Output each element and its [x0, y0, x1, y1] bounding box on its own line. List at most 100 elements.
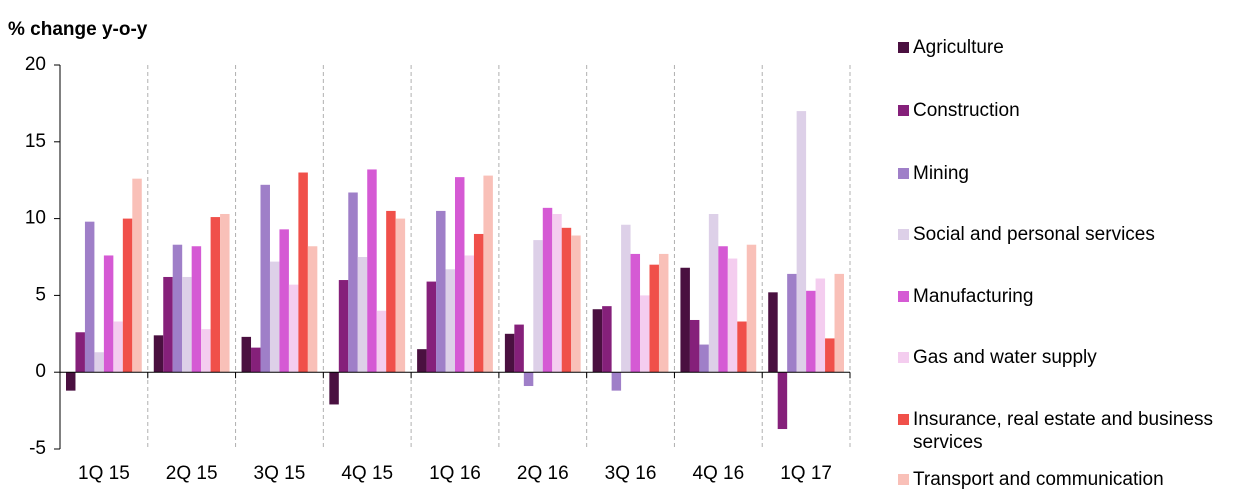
- bar: [552, 213, 562, 373]
- x-tick-label: 1Q 17: [780, 463, 832, 484]
- bar: [825, 338, 835, 373]
- x-tick-label: 1Q 16: [429, 463, 481, 484]
- bar: [75, 332, 85, 373]
- bar: [718, 246, 728, 373]
- bar: [103, 255, 114, 373]
- bar: [514, 324, 524, 373]
- x-tick-label: 2Q 15: [166, 463, 218, 484]
- bar: [395, 218, 406, 373]
- legend-swatch: [898, 291, 909, 302]
- bar: [727, 258, 738, 373]
- legend-item: Insurance, real estate and business serv…: [898, 408, 1213, 454]
- bar: [806, 290, 816, 373]
- bar: [122, 218, 133, 373]
- legend-label: Mining: [913, 163, 969, 184]
- bar: [746, 244, 757, 373]
- y-tick-label: 0: [35, 361, 46, 382]
- x-tick-label: 2Q 16: [517, 463, 569, 484]
- bar: [279, 229, 289, 373]
- bar: [445, 269, 455, 373]
- bar: [611, 372, 622, 391]
- bar: [621, 224, 631, 373]
- bar: [348, 192, 358, 373]
- bar: [426, 281, 437, 373]
- bar: [260, 184, 270, 373]
- legend-label: Insurance, real estate and business serv…: [913, 409, 1213, 453]
- bar: [84, 221, 95, 373]
- bar: [172, 244, 183, 373]
- bar: [649, 264, 659, 373]
- bar: [220, 213, 230, 373]
- bar: [483, 175, 493, 373]
- bar: [658, 253, 669, 373]
- bar: [571, 235, 581, 373]
- bar: [542, 207, 553, 373]
- bar: [455, 177, 465, 373]
- bar: [132, 178, 142, 373]
- bar: [473, 233, 484, 373]
- bar: [630, 253, 641, 373]
- bar: [689, 319, 700, 373]
- legend-label: Construction: [913, 100, 1020, 121]
- bar: [737, 321, 747, 373]
- bar: [796, 111, 807, 373]
- y-tick-label: -5: [29, 438, 46, 459]
- bar: [241, 336, 252, 373]
- legend-swatch: [898, 352, 909, 363]
- bar: [708, 213, 719, 373]
- bar: [787, 273, 797, 373]
- legend-item: Social and personal services: [898, 223, 1213, 246]
- bar: [338, 280, 349, 373]
- legend-label: Manufacturing: [913, 286, 1034, 307]
- legend-label: Gas and water supply: [913, 347, 1097, 368]
- bar: [561, 227, 572, 373]
- legend-label: Social and personal services: [913, 224, 1155, 245]
- bar: [834, 273, 844, 373]
- bar: [307, 246, 318, 373]
- x-tick-label: 3Q 15: [254, 463, 306, 484]
- bar: [699, 344, 709, 373]
- legend-swatch: [898, 168, 909, 179]
- bar: [504, 333, 515, 373]
- bar: [357, 257, 368, 373]
- bar: [768, 292, 778, 373]
- bar: [210, 217, 221, 373]
- bar: [777, 372, 788, 430]
- legend-item: Transport and communication: [898, 468, 1213, 491]
- legend-swatch: [898, 42, 909, 53]
- x-tick-label: 3Q 16: [605, 463, 657, 484]
- x-tick-label: 1Q 15: [78, 463, 130, 484]
- legend-swatch: [898, 229, 909, 240]
- bar: [602, 306, 612, 373]
- y-tick-label: 10: [25, 208, 46, 229]
- bar: [464, 255, 474, 373]
- bar: [113, 321, 123, 373]
- bar: [201, 329, 211, 373]
- bar: [680, 267, 690, 373]
- bar: [66, 372, 76, 391]
- bar: [386, 210, 396, 373]
- legend-item: Manufacturing: [898, 285, 1213, 308]
- y-tick-label: 20: [25, 54, 46, 75]
- bar: [251, 347, 261, 373]
- bar: [640, 295, 650, 373]
- y-tick-label: 15: [25, 131, 46, 152]
- bar: [376, 310, 387, 373]
- legend-item: Mining: [898, 162, 1213, 185]
- bar: [329, 372, 339, 405]
- legend-label: Transport and communication: [913, 469, 1164, 490]
- bar: [163, 276, 173, 373]
- bar: [191, 246, 202, 373]
- bar: [417, 349, 427, 373]
- legend-swatch: [898, 105, 909, 116]
- bar: [523, 372, 534, 387]
- x-tick-label: 4Q 15: [341, 463, 393, 484]
- legend-swatch: [898, 474, 909, 485]
- bar: [592, 309, 603, 373]
- bar: [269, 261, 280, 373]
- bar: [298, 172, 308, 373]
- bar: [367, 169, 377, 373]
- bar: [182, 276, 192, 373]
